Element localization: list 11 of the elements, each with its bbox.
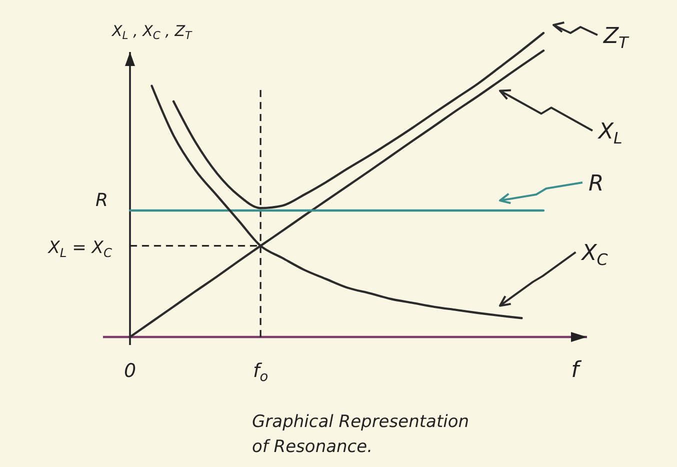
legend-label: Z$_{T}$ [602,24,630,52]
x-axis-title: f [571,358,582,383]
x-tick-label: f$_{o}$ [253,360,268,386]
y-axis-title: X$_{L}$ , X$_{C}$ , Z$_{T}$ [111,22,194,42]
annotation: R [95,190,108,211]
text: Graphical Representation of Resonance. [252,412,470,457]
text: X$_{C}$ [580,241,608,269]
legend-label: R [588,172,604,197]
x-tick-label: 0 [124,360,136,382]
ref-line-label: X$_{L}$ = X$_{C}$ [47,238,112,260]
text: X$_{L}$ [597,120,622,148]
